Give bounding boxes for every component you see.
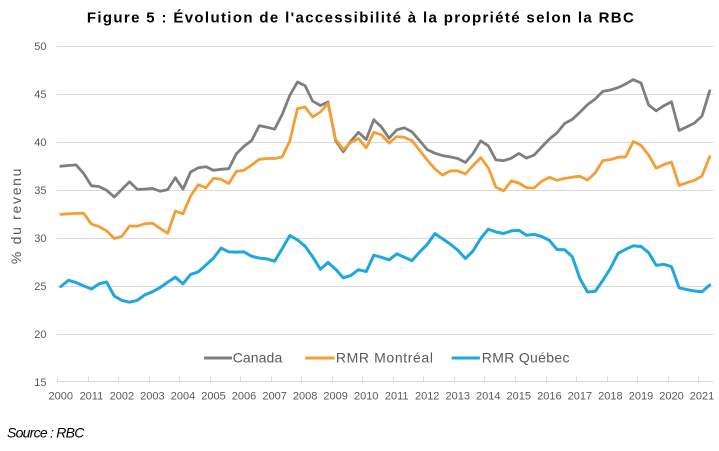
svg-text:2015: 2015 <box>507 391 531 403</box>
svg-text:RMR Québec: RMR Québec <box>482 350 570 366</box>
svg-text:50: 50 <box>34 41 46 53</box>
svg-text:20: 20 <box>34 329 46 341</box>
svg-text:2006: 2006 <box>232 391 256 403</box>
svg-text:2011: 2011 <box>80 391 104 403</box>
svg-text:2020: 2020 <box>659 391 683 403</box>
svg-text:2014: 2014 <box>476 391 500 403</box>
svg-text:Figure 5 : Évolution de l'acce: Figure 5 : Évolution de l'accessibilité … <box>87 10 635 27</box>
svg-text:15: 15 <box>34 377 46 389</box>
svg-text:2009: 2009 <box>323 391 347 403</box>
svg-text:25: 25 <box>34 281 46 293</box>
svg-text:RMR Montréal: RMR Montréal <box>336 350 434 366</box>
svg-text:30: 30 <box>34 233 46 245</box>
svg-text:40: 40 <box>34 137 46 149</box>
svg-text:2007: 2007 <box>262 391 286 403</box>
svg-text:2019: 2019 <box>629 391 653 403</box>
svg-text:2000: 2000 <box>49 391 73 403</box>
svg-text:2005: 2005 <box>201 391 225 403</box>
svg-text:Source : RBC: Source : RBC <box>7 425 85 441</box>
svg-text:% du revenu: % du revenu <box>8 167 24 264</box>
svg-text:2002: 2002 <box>110 391 134 403</box>
svg-text:2010: 2010 <box>354 391 378 403</box>
svg-text:2013: 2013 <box>446 391 470 403</box>
svg-text:45: 45 <box>34 89 46 101</box>
svg-text:2012: 2012 <box>415 391 439 403</box>
svg-text:Canada: Canada <box>233 350 283 366</box>
svg-text:2016: 2016 <box>537 391 561 403</box>
svg-text:2021: 2021 <box>690 391 714 403</box>
svg-text:2003: 2003 <box>140 391 164 403</box>
svg-text:2018: 2018 <box>598 391 622 403</box>
svg-text:2004: 2004 <box>171 391 195 403</box>
svg-text:2011: 2011 <box>385 391 409 403</box>
svg-text:2017: 2017 <box>568 391 592 403</box>
svg-text:35: 35 <box>34 185 46 197</box>
svg-text:2008: 2008 <box>293 391 317 403</box>
